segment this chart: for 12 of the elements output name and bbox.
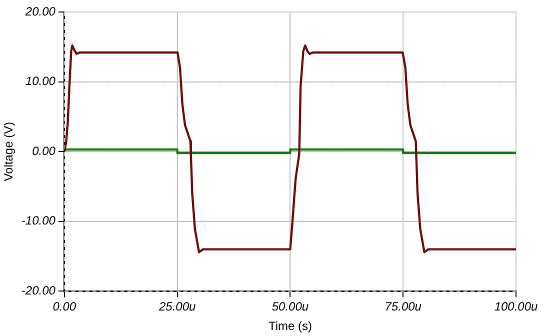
x-tick-label: 50.00u xyxy=(272,300,309,314)
y-tick-label: -10.00 xyxy=(21,214,56,228)
x-tick-label: 0.00 xyxy=(52,300,76,314)
x-axis-title: Time (s) xyxy=(268,319,312,334)
x-tick-label: 25.00u xyxy=(158,300,196,314)
y-tick-label: 0.00 xyxy=(32,144,56,158)
y-tick-label: 20.00 xyxy=(24,4,56,18)
y-axis-title: Voltage (V) xyxy=(2,122,16,182)
x-tick-label: 75.00u xyxy=(384,300,422,314)
y-tick-label: 10.00 xyxy=(25,74,56,88)
x-tick-label: 100.00u xyxy=(494,300,538,314)
y-tick-label: -20.00 xyxy=(21,284,56,298)
